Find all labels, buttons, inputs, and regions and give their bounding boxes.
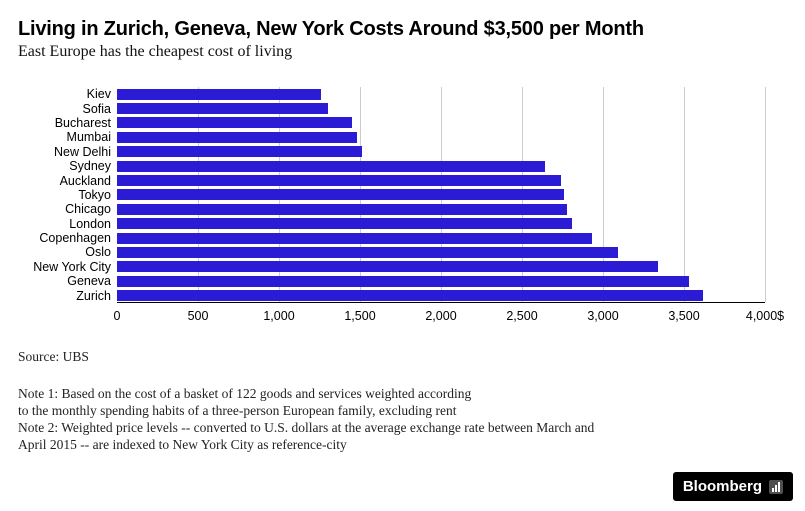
bar — [117, 175, 561, 187]
bloomberg-chart-icon — [769, 479, 783, 494]
x-axis: 0 500 1,000 1,500 2,000 2,500 3,000 3,500 4,000$ — [18, 308, 785, 325]
bar — [117, 189, 565, 201]
bar-track — [117, 160, 765, 172]
chart-row: New Delhi — [18, 145, 765, 159]
bar-track — [117, 203, 765, 215]
x-tick-label: 2,500 — [506, 308, 538, 323]
bar-track — [117, 103, 765, 115]
chart-row: Kiev — [18, 87, 765, 101]
x-tick-label: 2,000 — [425, 308, 457, 323]
bar-track — [117, 232, 765, 244]
chart-row: Sydney — [18, 159, 765, 173]
bar-chart: Kiev Sofia Bucharest Mumbai New Delhi Sydney A… — [18, 87, 766, 303]
page-title: Living in Zurich, Geneva, New York Costs… — [18, 18, 644, 40]
x-tick-label: 3,000 — [587, 308, 619, 323]
chart-row: Sofia — [18, 101, 765, 116]
bar-track — [117, 88, 765, 100]
chart-row: New York City — [18, 260, 765, 274]
category-label: New Delhi — [54, 144, 111, 159]
bar-track — [117, 290, 765, 302]
chart-row: Chicago — [18, 202, 765, 216]
category-label: Tokyo — [78, 187, 111, 202]
category-label: Copenhagen — [39, 231, 111, 246]
note-line: Note 2: Weighted price levels -- convert… — [18, 419, 595, 435]
bar-track — [117, 131, 765, 143]
x-tick-label: 0 — [113, 308, 121, 323]
category-label: Bucharest — [54, 115, 111, 130]
page-subtitle: East Europe has the cheapest cost of liv… — [18, 43, 293, 60]
x-axis-ticks: 0 500 1,000 1,500 2,000 2,500 3,000 3,500 4,000$ — [113, 308, 785, 325]
chart-rows: Kiev Sofia Bucharest Mumbai New Delhi Sydney A… — [18, 87, 765, 303]
x-tick-label: 3,500 — [668, 308, 700, 323]
category-label: Oslo — [85, 245, 111, 260]
bar-track — [117, 146, 765, 158]
bar — [117, 275, 689, 287]
bar-track — [117, 117, 765, 129]
category-label: Sydney — [69, 159, 111, 174]
category-label: Mumbai — [66, 130, 111, 145]
notes-block: Note 1: Based on the cost of a basket of… — [18, 385, 787, 453]
chart-row: Bucharest — [18, 116, 765, 130]
category-label: Zurich — [76, 288, 111, 303]
bar — [117, 290, 704, 302]
bar-track — [117, 275, 765, 287]
bar — [117, 160, 545, 172]
note-line: Note 1: Based on the cost of a basket of… — [18, 385, 472, 401]
bar — [117, 218, 573, 230]
bar-track — [117, 175, 765, 187]
x-tick-label: 4,000$ — [745, 308, 785, 323]
category-label: New York City — [33, 259, 111, 274]
category-label: London — [69, 216, 111, 231]
bar-track — [117, 246, 765, 258]
chart-row: Mumbai — [18, 130, 765, 144]
source-text: Source: UBS — [18, 348, 89, 364]
note-line: April 2015 -- are indexed to New York Ci… — [18, 436, 347, 452]
bloomberg-logo: Bloomberg — [672, 472, 793, 501]
category-label: Kiev — [86, 87, 111, 102]
bar-track — [117, 261, 765, 273]
bar-track — [117, 189, 765, 201]
x-tick-label: 1,500 — [344, 308, 376, 323]
x-tick-label: 1,000 — [263, 308, 295, 323]
gridline — [765, 87, 766, 302]
chart-row: Geneva — [18, 274, 765, 288]
bar — [117, 88, 322, 100]
bar — [117, 146, 362, 158]
category-label: Sofia — [82, 101, 112, 116]
category-label: Geneva — [67, 274, 111, 289]
bar — [117, 203, 568, 215]
bar — [117, 232, 592, 244]
bar — [117, 117, 352, 129]
note-line: to the monthly spending habits of a thre… — [18, 402, 457, 418]
chart-row: Copenhagen — [18, 231, 765, 245]
chart-row: Tokyo — [18, 188, 765, 202]
chart-row: Auckland — [18, 173, 765, 188]
x-tick-label: 500 — [187, 308, 209, 323]
chart-row: Zurich — [18, 288, 765, 303]
category-label: Chicago — [65, 202, 111, 217]
bar — [117, 246, 618, 258]
bloomberg-logo-text: Bloomberg — [682, 478, 762, 495]
bar — [117, 103, 328, 115]
bar — [117, 131, 357, 143]
gridline — [603, 87, 604, 302]
chart-row: Oslo — [18, 245, 765, 259]
chart-row: London — [18, 217, 765, 231]
bar — [117, 261, 659, 273]
bar-track — [117, 218, 765, 230]
gridline — [684, 87, 685, 302]
category-label: Auckland — [59, 173, 111, 188]
